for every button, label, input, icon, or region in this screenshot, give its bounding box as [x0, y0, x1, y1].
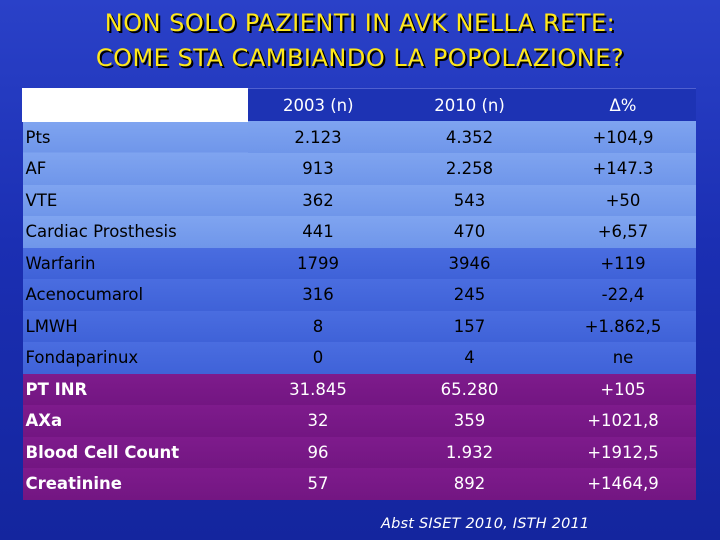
row-label: Pts [22, 121, 248, 153]
value-2003: 57 [247, 468, 389, 500]
population-table: 2003 (n) 2010 (n) Δ% Pts 2.123 4.352 +10… [22, 88, 696, 500]
header-delta-percent: Δ% [550, 88, 696, 121]
table-row: Fondaparinux 0 4 ne [22, 342, 696, 374]
table-row: Warfarin 1799 3946 +119 [22, 247, 696, 279]
value-delta: +1464,9 [550, 468, 696, 500]
row-label: Acenocumarol [22, 279, 248, 311]
table-row: Acenocumarol 316 245 -22,4 [22, 279, 696, 311]
value-delta: +147.3 [550, 153, 696, 185]
value-2003: 31.845 [247, 373, 389, 405]
value-delta: +6,57 [550, 216, 696, 248]
value-2010: 2.258 [388, 153, 551, 185]
table-row: VTE 362 543 +50 [22, 184, 696, 216]
value-delta: +1.862,5 [550, 310, 696, 342]
value-2010: 1.932 [388, 436, 551, 468]
slide-title-line-1: NON SOLO PAZIENTI IN AVK NELLA RETE: [104, 9, 616, 37]
table-row: AF 913 2.258 +147.3 [22, 153, 696, 185]
value-delta: +105 [550, 373, 696, 405]
row-label: Warfarin [22, 247, 248, 279]
value-2010: 157 [388, 310, 551, 342]
value-delta: +104,9 [550, 121, 696, 153]
value-2003: 0 [247, 342, 389, 374]
value-2010: 470 [388, 216, 551, 248]
value-delta: +119 [550, 247, 696, 279]
header-corner-cell [22, 88, 248, 122]
value-2010: 4.352 [388, 121, 551, 153]
row-label: Cardiac Prosthesis [22, 216, 248, 248]
value-delta: +50 [550, 184, 696, 216]
value-2010: 245 [388, 279, 551, 311]
value-2003: 362 [247, 184, 389, 216]
value-2010: 3946 [388, 247, 551, 279]
value-2003: 32 [247, 405, 389, 437]
source-footnote: Abst SISET 2010, ISTH 2011 [381, 516, 590, 532]
value-2003: 913 [247, 153, 389, 185]
row-label: Blood Cell Count [22, 436, 248, 468]
table-row: Creatinine 57 892 +1464,9 [22, 468, 696, 500]
table-row: AXa 32 359 +1021,8 [22, 405, 696, 437]
table-row: PT INR 31.845 65.280 +105 [22, 373, 696, 405]
value-2010: 543 [388, 184, 551, 216]
row-label: AF [22, 153, 248, 185]
slide-title-line-2: COME STA CAMBIANDO LA POPOLAZIONE? [95, 44, 625, 72]
row-label: VTE [22, 184, 248, 216]
value-2010: 65.280 [388, 373, 551, 405]
table-row: Blood Cell Count 96 1.932 +1912,5 [22, 436, 696, 468]
value-2010: 359 [388, 405, 551, 437]
header-2010: 2010 (n) [388, 88, 551, 121]
value-2003: 316 [247, 279, 389, 311]
value-2003: 441 [247, 216, 389, 248]
value-2003: 8 [247, 310, 389, 342]
table-header-row: 2003 (n) 2010 (n) Δ% [22, 88, 696, 122]
table-row: LMWH 8 157 +1.862,5 [22, 310, 696, 342]
value-2003: 96 [247, 436, 389, 468]
value-delta: +1912,5 [550, 436, 696, 468]
row-label: Fondaparinux [22, 342, 248, 374]
value-delta: ne [550, 342, 696, 374]
value-delta: +1021,8 [550, 405, 696, 437]
value-2010: 892 [388, 468, 551, 500]
table-row: Pts 2.123 4.352 +104,9 [22, 121, 696, 153]
value-2003: 1799 [247, 247, 389, 279]
table-row: Cardiac Prosthesis 441 470 +6,57 [22, 216, 696, 248]
value-2010: 4 [388, 342, 551, 374]
header-2003: 2003 (n) [247, 88, 389, 121]
row-label: Creatinine [22, 468, 248, 500]
row-label: LMWH [22, 310, 248, 342]
row-label: AXa [22, 405, 248, 437]
row-label: PT INR [22, 373, 248, 405]
value-2003: 2.123 [247, 121, 389, 153]
value-delta: -22,4 [550, 279, 696, 311]
